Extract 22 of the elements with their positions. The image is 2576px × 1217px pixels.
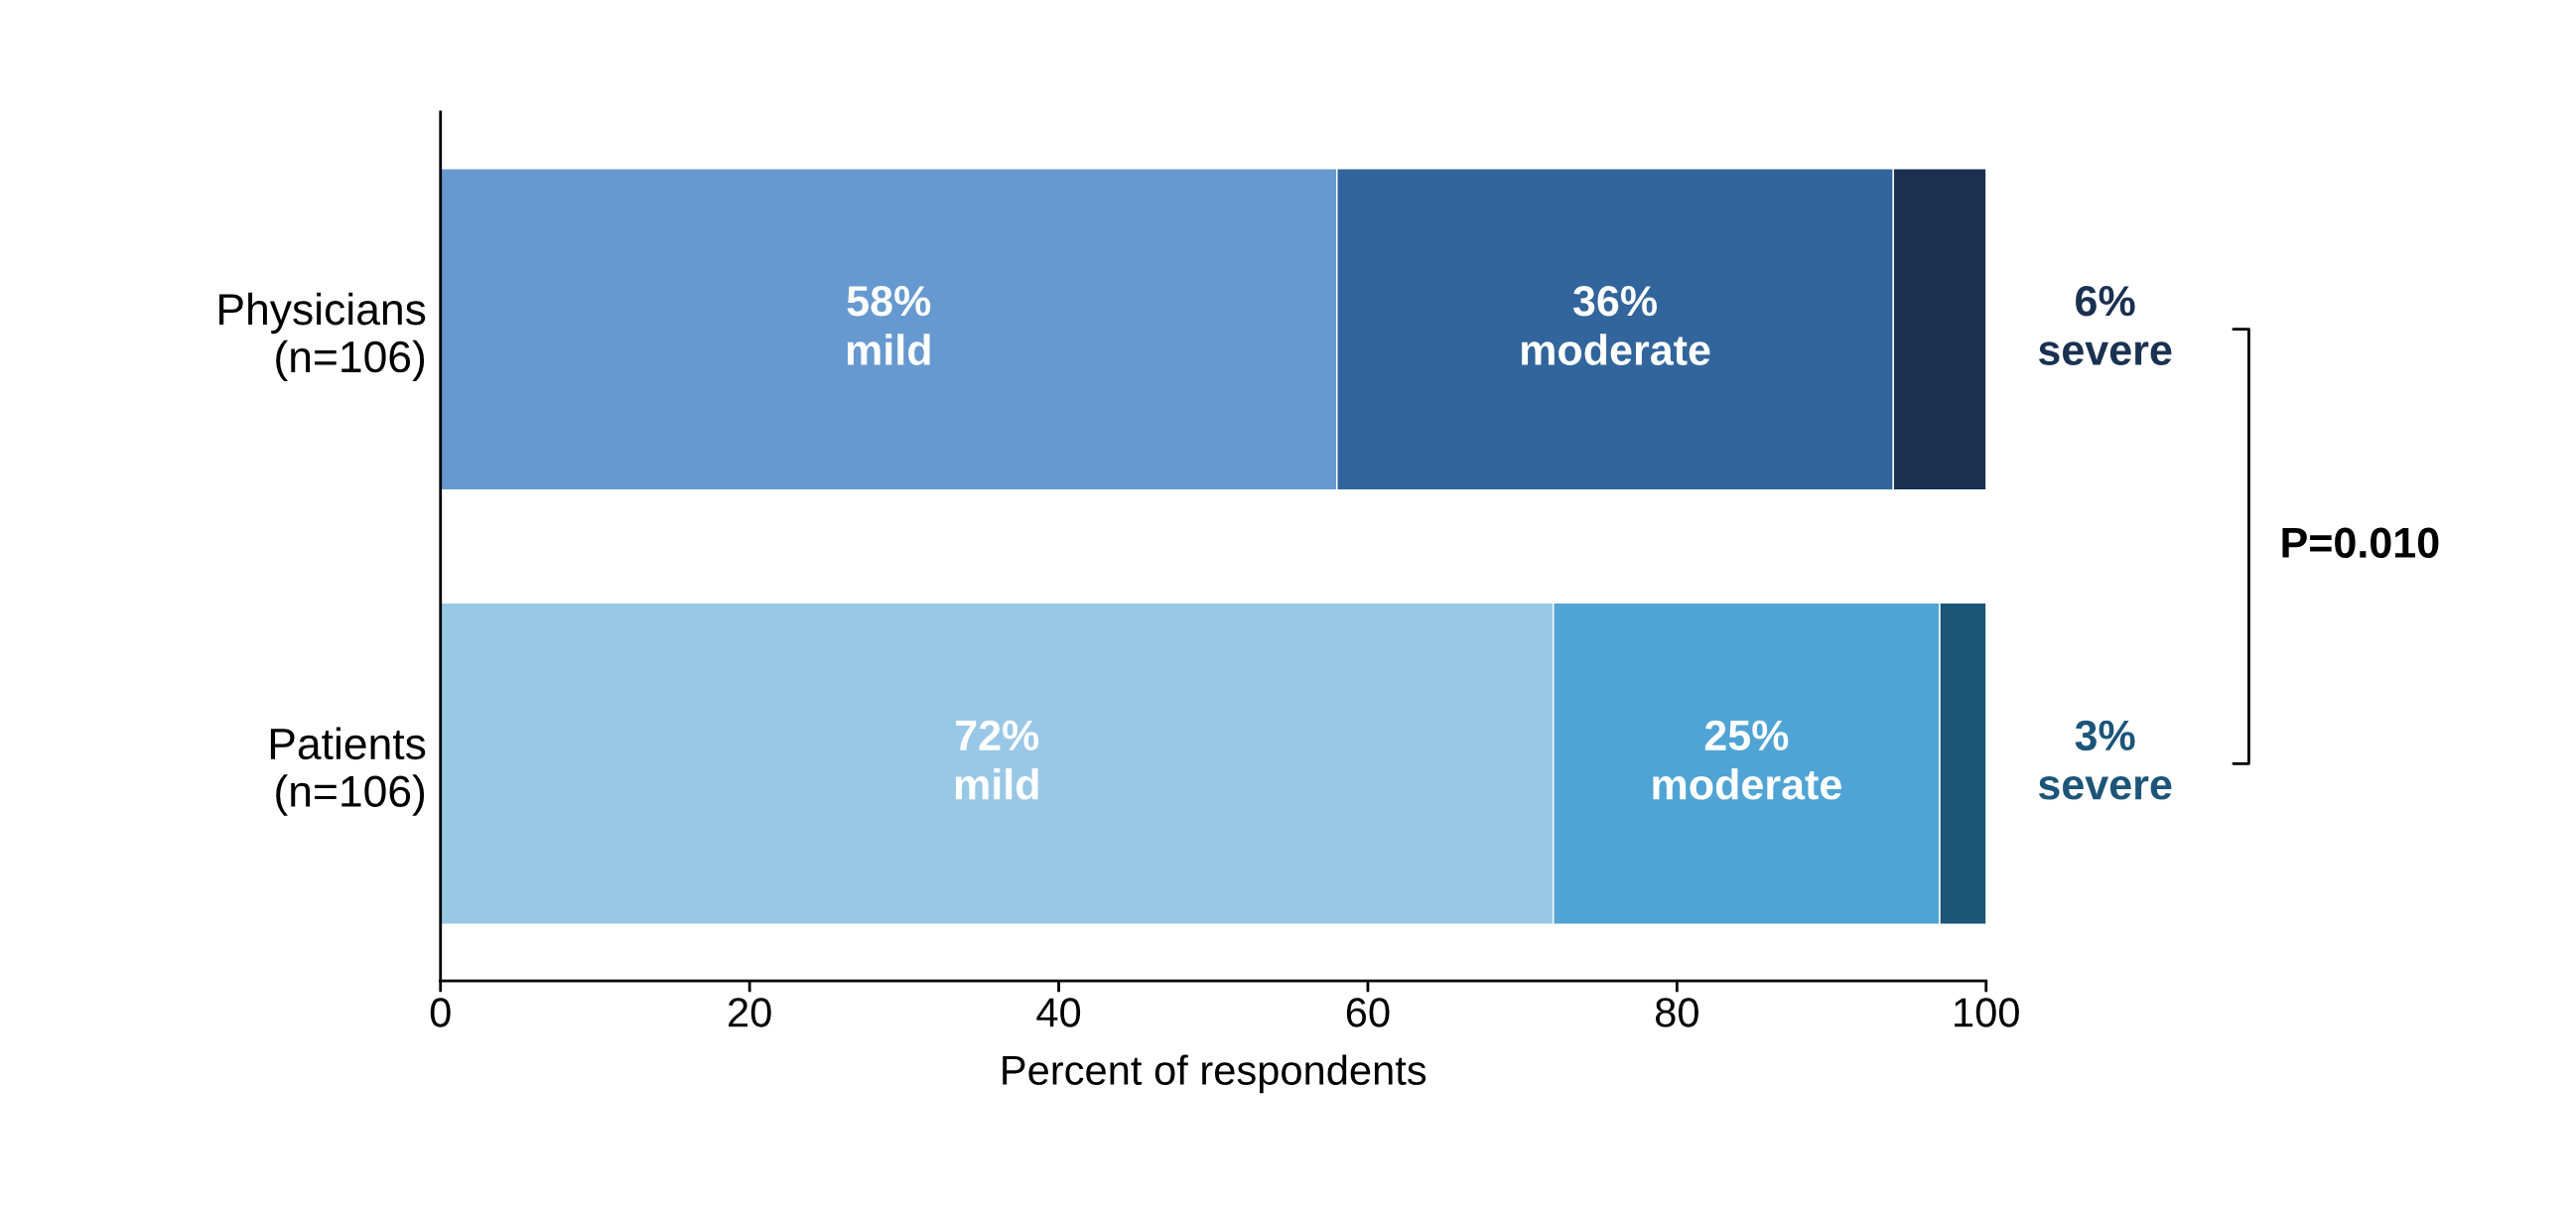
data-label: 36% <box>1572 285 1658 317</box>
x-tick-label: 100 <box>1955 998 2019 1027</box>
text: mild <box>955 768 1038 800</box>
x-tick-label: 60 <box>1346 998 1390 1027</box>
text: moderate <box>1522 334 1710 365</box>
data-label: 3% <box>2075 720 2135 751</box>
text: severe <box>2038 776 2172 800</box>
x-tick-label: 80 <box>1655 998 1698 1027</box>
data-label: 25% <box>1704 720 1789 751</box>
x-tick-label: 40 <box>1036 998 1081 1027</box>
series-label: mild <box>847 334 930 365</box>
data-label: 58% <box>847 285 931 317</box>
x-axis-title: Percent of respondents <box>1003 1054 1426 1094</box>
text: P=0.010 <box>2282 527 2439 559</box>
x-tick-label: 0 <box>430 998 451 1027</box>
data-label: 6% <box>2076 285 2135 317</box>
x-tick-label: 20 <box>729 998 771 1027</box>
data-label: 72% <box>956 720 1039 751</box>
series-label: moderate <box>1653 768 1841 800</box>
series-label: severe <box>2038 341 2172 365</box>
y-tick-label: Physicians (n=106) <box>219 292 426 382</box>
y-tick-label: Patients (n=106) <box>270 727 426 816</box>
